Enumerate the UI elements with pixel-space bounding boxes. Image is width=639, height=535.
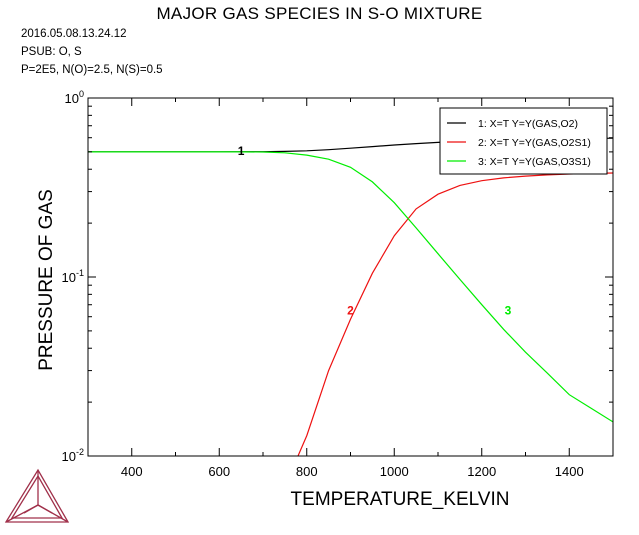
info-line-psub: PSUB: O, S xyxy=(21,46,82,58)
chart-title: MAJOR GAS SPECIES IN S-O MIXTURE xyxy=(156,4,483,23)
x-tick-label: 1000 xyxy=(380,464,409,479)
x-tick-label: 600 xyxy=(208,464,230,479)
y-axis-label: PRESSURE OF GAS xyxy=(36,189,57,371)
x-axis-label: TEMPERATURE_KELVIN xyxy=(291,489,510,510)
legend-entry-2: 2: X=T Y=Y(GAS,O2S1) xyxy=(478,137,591,149)
thermo-calc-logo-icon xyxy=(4,468,70,523)
y-tick-label: 10-1 xyxy=(62,268,84,285)
info-line-conditions: P=2E5, N(O)=2.5, N(S)=0.5 xyxy=(21,64,163,76)
series-label-3: 3 xyxy=(505,303,512,317)
series-line-2 xyxy=(297,172,613,456)
x-tick-label: 1200 xyxy=(467,464,496,479)
legend-box xyxy=(439,107,608,175)
x-tick-label: 1400 xyxy=(555,464,584,479)
series-layer: 1 2 3 xyxy=(88,137,613,456)
legend-entry-3: 3: X=T Y=Y(GAS,O3S1) xyxy=(478,156,591,168)
axes-layer: 400 600 800 1000 1200 1400 100 10-1 10-2 xyxy=(62,89,614,479)
x-tick-label: 400 xyxy=(121,464,143,479)
y-tick-label: 10-2 xyxy=(62,447,84,464)
y-tick-label: 100 xyxy=(65,89,84,106)
series-label-1: 1 xyxy=(238,144,245,158)
series-label-2: 2 xyxy=(347,303,354,317)
legend: 1: X=T Y=Y(GAS,O2) 2: X=T Y=Y(GAS,O2S1) 3:… xyxy=(439,107,608,175)
info-line-timestamp: 2016.05.08.13.24.12 xyxy=(21,28,127,40)
x-tick-label: 800 xyxy=(296,464,318,479)
legend-entry-1: 1: X=T Y=Y(GAS,O2) xyxy=(478,118,578,130)
series-line-3 xyxy=(88,151,613,423)
